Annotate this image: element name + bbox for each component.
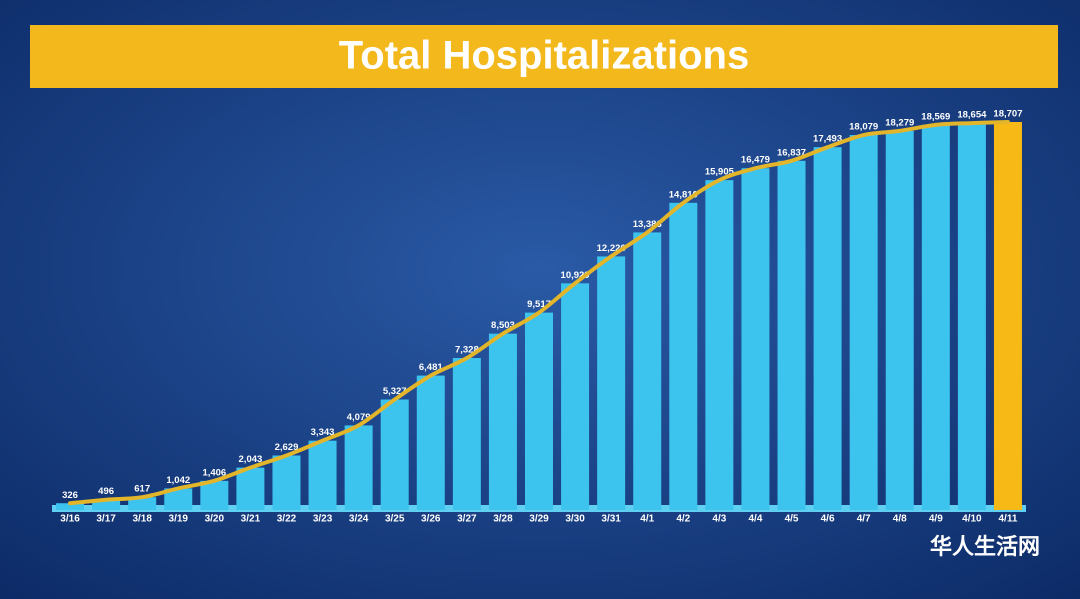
- value-label: 4,079: [347, 412, 371, 423]
- bar: [488, 333, 517, 510]
- value-label: 9,517: [527, 299, 551, 310]
- value-label: 6,481: [419, 362, 443, 373]
- plot: 326 3/16 496 3/17 617 3/18 1,042 3/19 1,406 3/20 2…: [56, 109, 1022, 525]
- bar: [993, 122, 1022, 510]
- value-label: 18,654: [957, 110, 987, 121]
- value-label: 18,279: [885, 117, 914, 128]
- bar: [885, 130, 914, 510]
- value-label: 8,503: [491, 320, 515, 331]
- value-label: 3,343: [311, 427, 335, 438]
- bar: [380, 399, 409, 510]
- bar: [452, 358, 481, 510]
- bar: [164, 488, 193, 510]
- bar: [777, 160, 806, 511]
- x-tick-label: 4/5: [785, 514, 799, 525]
- x-tick-label: 3/21: [241, 514, 261, 525]
- bar: [633, 232, 662, 510]
- value-label: 15,905: [705, 167, 735, 178]
- x-tick-label: 3/16: [60, 514, 80, 525]
- bar: [344, 425, 373, 510]
- x-tick-label: 4/9: [929, 514, 943, 525]
- bar: [416, 375, 445, 510]
- x-tick-label: 3/17: [96, 514, 116, 525]
- x-tick-label: 4/7: [857, 514, 871, 525]
- value-label: 17,493: [813, 134, 842, 145]
- value-label: 14,810: [669, 189, 698, 200]
- x-tick-label: 3/20: [205, 514, 225, 525]
- title-banner: [30, 25, 1058, 88]
- bar: [597, 256, 626, 510]
- bar: [849, 135, 878, 511]
- value-label: 1,406: [202, 467, 226, 478]
- value-label: 16,479: [741, 155, 770, 166]
- bar: [741, 168, 770, 510]
- x-tick-label: 4/8: [893, 514, 907, 525]
- value-label: 12,226: [597, 243, 626, 254]
- bar: [813, 147, 842, 511]
- x-tick-label: 3/25: [385, 514, 405, 525]
- x-tick-label: 4/11: [999, 514, 1018, 525]
- watermark: 华人生活网: [930, 534, 1040, 560]
- bar: [957, 123, 986, 510]
- x-tick-label: 4/4: [748, 514, 762, 525]
- value-label: 326: [62, 490, 78, 501]
- bar: [921, 124, 950, 510]
- bar: [308, 440, 337, 510]
- x-tick-label: 3/23: [313, 514, 333, 525]
- value-label: 2,043: [239, 454, 263, 465]
- bar: [56, 503, 85, 510]
- value-label: 18,569: [921, 111, 950, 122]
- value-label: 18,707: [993, 109, 1022, 120]
- x-tick-label: 3/30: [565, 514, 585, 525]
- bar: [525, 312, 553, 510]
- bar: [272, 455, 301, 510]
- value-label: 1,042: [166, 475, 190, 486]
- x-tick-label: 4/3: [712, 514, 726, 525]
- bar: [200, 480, 229, 510]
- bar: [669, 202, 698, 511]
- value-label: 18,079: [849, 122, 878, 133]
- x-tick-label: 3/31: [601, 514, 621, 525]
- bar: [705, 180, 734, 510]
- bar: [561, 283, 590, 510]
- chart-title: Total Hospitalizations: [339, 34, 749, 78]
- x-tick-label: 3/29: [529, 514, 549, 525]
- trend-line: [68, 120, 1010, 506]
- x-tick-label: 3/28: [493, 514, 513, 525]
- x-tick-label: 4/6: [821, 514, 835, 525]
- value-label: 10,929: [561, 270, 590, 281]
- value-label: 2,629: [275, 442, 299, 453]
- bar: [236, 467, 265, 510]
- x-tick-label: 4/1: [640, 514, 654, 525]
- bar: [128, 497, 157, 510]
- x-tick-label: 3/27: [457, 514, 477, 525]
- x-tick-label: 4/10: [962, 514, 982, 525]
- value-label: 13,383: [633, 219, 662, 230]
- x-tick-label: 3/18: [132, 514, 152, 525]
- x-tick-label: 3/26: [421, 514, 441, 525]
- x-tick-label: 3/19: [169, 514, 189, 525]
- x-tick-label: 3/24: [349, 514, 369, 525]
- value-label: 496: [98, 486, 114, 497]
- bar: [92, 499, 121, 510]
- x-tick-label: 3/22: [277, 514, 297, 525]
- x-tick-label: 4/2: [676, 514, 690, 525]
- value-label: 617: [134, 484, 150, 495]
- value-label: 7,328: [455, 345, 479, 356]
- value-label: 5,327: [383, 386, 407, 397]
- value-label: 16,837: [777, 147, 806, 158]
